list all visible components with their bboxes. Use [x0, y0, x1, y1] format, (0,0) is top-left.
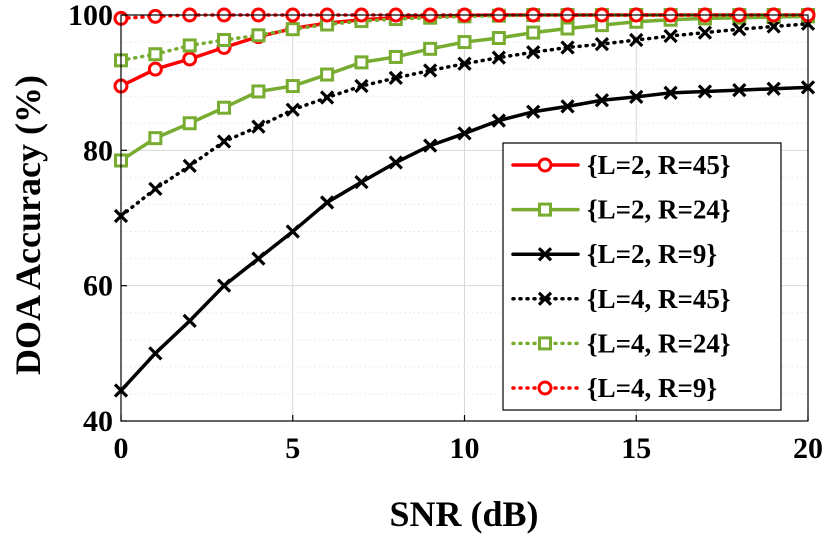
x-tick-label: 5: [285, 432, 300, 465]
data-point: [629, 32, 644, 48]
data-point: [182, 51, 198, 67]
legend: {L=2, R=45} {L=2, R=24} {L=2, R=9} {L=4, R=…: [502, 142, 782, 411]
x-tick-label: 10: [450, 432, 480, 465]
data-point: [491, 31, 506, 46]
legend-box: [502, 142, 782, 411]
legend-label: {L=4, R=24}: [587, 328, 731, 358]
legend-marker: [537, 291, 553, 306]
data-point: [697, 25, 713, 40]
data-point: [319, 90, 335, 105]
legend-marker: [537, 247, 553, 262]
x-axis-label: SNR (dB): [389, 494, 538, 534]
data-point: [148, 131, 163, 146]
data-point: [423, 138, 438, 153]
data-point: [354, 55, 369, 70]
data-point: [457, 56, 472, 71]
data-point: [216, 278, 232, 293]
data-point: [388, 70, 403, 86]
data-point: [182, 38, 197, 53]
data-point: [285, 102, 300, 117]
data-point: [560, 99, 575, 114]
data-point: [320, 67, 335, 82]
legend-marker: [537, 380, 553, 396]
data-point: [182, 116, 197, 131]
data-point: [148, 181, 163, 197]
data-point: [388, 155, 403, 170]
data-point: [560, 40, 575, 55]
data-point: [354, 175, 369, 190]
data-point: [491, 113, 506, 128]
data-point: [319, 195, 335, 210]
axis-ticks: 0 5 10 15 20 40 60 80 100: [68, 0, 823, 465]
legend-label: {L=2, R=9}: [587, 239, 717, 269]
x-tick-label: 0: [114, 432, 129, 465]
y-tick-label: 80: [83, 134, 113, 167]
data-point: [285, 224, 300, 239]
data-point: [766, 19, 781, 34]
legend-label: {L=4, R=45}: [587, 284, 731, 314]
legend-marker: [538, 336, 552, 351]
data-point: [697, 84, 713, 99]
data-point: [663, 85, 678, 100]
data-point: [251, 28, 266, 43]
data-point: [629, 89, 644, 105]
data-point: [526, 25, 541, 40]
data-point: [766, 81, 781, 96]
data-point: [285, 22, 300, 37]
data-point: [354, 78, 369, 94]
data-point: [216, 134, 232, 149]
x-tick-label: 15: [621, 432, 651, 465]
data-point: [594, 93, 610, 108]
data-point: [732, 22, 747, 37]
data-point: [526, 45, 541, 60]
data-point: [148, 47, 163, 62]
data-point: [251, 251, 266, 266]
data-point: [560, 21, 575, 36]
y-axis-label: DOA Accuracy (%): [8, 75, 48, 375]
legend-label: {L=4, R=9}: [587, 373, 717, 403]
y-tick-label: 40: [83, 405, 113, 438]
data-point: [251, 84, 266, 99]
legend-label: {L=2, R=45}: [587, 150, 731, 180]
data-point: [732, 82, 747, 98]
data-point: [285, 79, 300, 94]
y-tick-label: 100: [68, 0, 113, 32]
data-point: [217, 33, 232, 48]
x-tick-label: 20: [793, 432, 823, 465]
data-point: [147, 61, 163, 77]
data-point: [663, 28, 678, 44]
data-point: [147, 8, 163, 24]
legend-marker: [537, 157, 553, 173]
series-line: [119, 22, 810, 218]
data-point: [457, 35, 472, 50]
data-point: [388, 49, 403, 64]
data-point: [182, 158, 197, 174]
y-tick-label: 60: [83, 270, 113, 303]
legend-marker: [538, 202, 552, 217]
data-point: [526, 104, 541, 119]
data-point: [594, 36, 610, 52]
data-point: [423, 63, 438, 78]
legend-label: {L=2, R=24}: [587, 195, 731, 225]
data-point: [491, 50, 506, 65]
data-point: [148, 346, 163, 361]
data-point: [423, 41, 438, 56]
data-point: [457, 126, 472, 141]
data-point: [217, 100, 232, 115]
data-point: [182, 313, 197, 328]
data-point: [251, 119, 266, 134]
